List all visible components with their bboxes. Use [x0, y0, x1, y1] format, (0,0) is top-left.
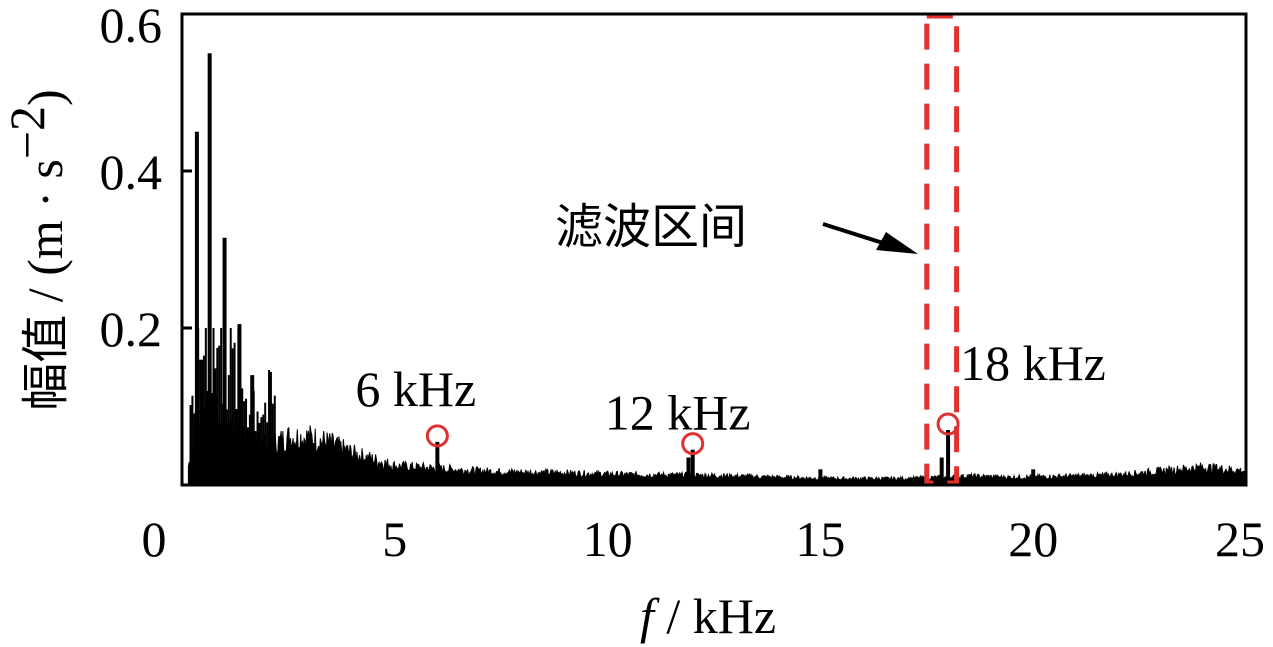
- peak-marker-circle: [425, 424, 449, 448]
- plot-area: [187, 13, 1247, 486]
- y-axis-label-cjk: 幅值: [18, 315, 74, 411]
- y-axis-label-exponent: −2: [0, 106, 55, 159]
- spectrum-envelope-area: [187, 390, 1247, 486]
- peak-marker-circle: [681, 432, 705, 456]
- peak-markers: [425, 412, 960, 456]
- plot-frame: [180, 12, 1248, 487]
- filter-band-rect: [924, 13, 960, 486]
- spectrum-peaks: [194, 53, 1036, 485]
- x-tick-label: 0: [142, 511, 167, 567]
- y-tick-label: 0.6: [100, 0, 163, 53]
- x-tick-label: 20: [1008, 511, 1058, 567]
- y-tick-label: 0.2: [100, 301, 163, 357]
- x-axis-ticks: 0 5 10 15 20 25: [142, 475, 1265, 567]
- x-tick-label: 25: [1215, 511, 1265, 567]
- peak-annotation: 18 kHz: [960, 335, 1106, 391]
- x-axis-label: f / kHz: [640, 588, 776, 644]
- filter-band-label: 滤波区间: [555, 199, 747, 255]
- x-tick-label: 15: [795, 511, 845, 567]
- y-axis-ticks: 0.2 0.4 0.6: [100, 0, 192, 357]
- y-tick-label: 0.4: [100, 144, 163, 200]
- y-axis-label: 幅值 / (m · s−2): [0, 89, 74, 410]
- x-tick-label: 5: [382, 511, 407, 567]
- peak-marker-circle: [936, 412, 960, 436]
- peak-annotation: 6 kHz: [355, 361, 476, 417]
- filter-band-arrow-head: [876, 232, 918, 254]
- y-axis-label-unit: / (m · s: [17, 159, 73, 315]
- y-axis-label-close: ): [17, 89, 73, 106]
- x-tick-label: 10: [583, 511, 633, 567]
- svg-text:幅值 / (m · s−2): 幅值 / (m · s−2): [0, 89, 74, 410]
- annotations: 6 kHz 12 kHz 18 kHz: [355, 335, 1106, 441]
- filter-band: [924, 13, 960, 486]
- peak-annotation: 12 kHz: [605, 385, 751, 441]
